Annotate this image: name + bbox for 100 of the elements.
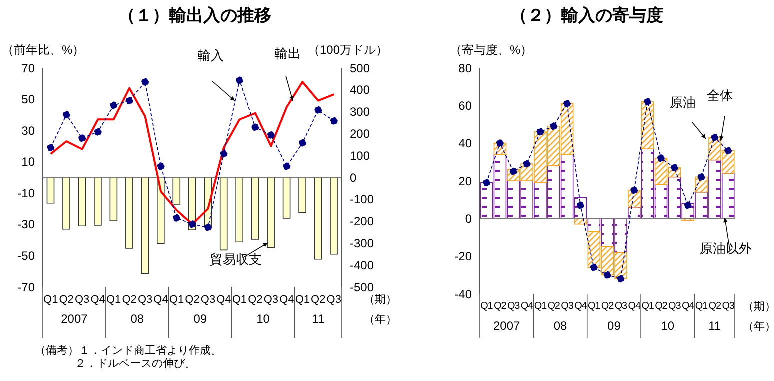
point [590, 264, 598, 272]
y2-tick-label: 300 [350, 105, 370, 120]
point [644, 98, 652, 106]
y2-tick-label: -500 [350, 280, 374, 294]
point [142, 78, 150, 86]
y2-tick-label: 0 [350, 170, 357, 185]
x-tick-label: Q2 [655, 301, 668, 312]
text: 11 [312, 312, 325, 326]
y2-tick-label: -300 [350, 236, 374, 250]
x-tick-label: Q3 [722, 301, 736, 312]
x-tick-label: Q1 [106, 294, 122, 306]
point [204, 224, 212, 232]
x-tick-label: Q1 [232, 294, 248, 306]
series-label: 貿易収支 [210, 252, 262, 267]
text: 10 [256, 312, 270, 326]
y2-tick-label: 500 [350, 61, 370, 76]
text: （期） [364, 294, 397, 306]
point [298, 139, 306, 147]
point [630, 186, 638, 194]
point [110, 102, 118, 110]
y-tick-label: 0 [465, 212, 472, 226]
y-axis-title: （前年比、%） [2, 42, 85, 59]
point [724, 147, 732, 155]
x-tick-label: Q1 [480, 301, 494, 312]
y-tick-label: -40 [454, 287, 472, 302]
point [173, 214, 181, 222]
y2-tick-label: -100 [350, 192, 374, 207]
point [563, 100, 571, 108]
point [47, 144, 55, 152]
y-tick-label: 20 [458, 174, 472, 188]
y-tick-label: 40 [458, 136, 472, 151]
point [617, 275, 625, 283]
x-tick-label: Q2 [548, 301, 561, 312]
point [670, 164, 678, 172]
text: 2007 [493, 319, 521, 333]
y-tick-label: 70 [22, 61, 36, 76]
y2-tick-label: -400 [350, 258, 374, 272]
x-tick-label: Q3 [326, 294, 342, 306]
x-tick-label: Q2 [185, 294, 200, 306]
point [711, 134, 719, 142]
bar [641, 102, 654, 150]
x-tick-label: Q3 [614, 301, 628, 312]
series-label: 輸入 [198, 48, 224, 63]
point [283, 162, 291, 170]
point [78, 134, 86, 142]
text: 09 [608, 319, 622, 333]
x-tick-label: Q1 [44, 294, 58, 306]
point [62, 111, 70, 119]
point [126, 97, 134, 105]
text: （年） [364, 314, 397, 326]
x-tick-label: Q4 [280, 294, 294, 306]
point [684, 202, 692, 210]
x-tick-label: Q2 [494, 301, 508, 312]
chart-title: （１）輸出入の推移 [118, 5, 272, 27]
y-tick-label: 60 [458, 98, 472, 113]
series-label: 原油以外 [700, 241, 752, 256]
x-tick-label: Q3 [138, 294, 153, 306]
y-tick-label: 80 [458, 61, 472, 76]
point [220, 150, 228, 158]
text: 11 [708, 319, 722, 333]
x-tick-label: Q2 [601, 301, 615, 312]
point [267, 132, 275, 140]
y2-tick-label: 100 [350, 148, 370, 163]
x-tick-label: Q3 [75, 294, 90, 306]
text: （年） [743, 321, 774, 333]
x-tick-label: Q2 [122, 294, 137, 306]
y-tick-label: -20 [454, 250, 472, 264]
y-tick-label: -30 [18, 218, 36, 232]
point [314, 106, 322, 114]
point [94, 128, 102, 136]
x-tick-label: Q3 [200, 294, 216, 306]
x-tick-label: Q3 [507, 301, 521, 312]
x-tick-label: Q1 [169, 294, 184, 306]
text: 全体 [707, 88, 733, 103]
text: 2007 [61, 312, 88, 326]
x-tick-label: Q2 [708, 301, 722, 312]
x-tick-label: Q4 [216, 294, 232, 306]
text: 10 [661, 319, 675, 333]
text: 08 [554, 319, 568, 333]
y-axis-title: （寄与度、%） [450, 42, 533, 59]
y2-tick-label: -200 [350, 214, 374, 229]
x-tick-label: Q4 [520, 301, 534, 312]
point [157, 162, 165, 170]
point [496, 140, 504, 148]
series-label: 原油 [670, 95, 696, 110]
point [604, 271, 612, 279]
text: 08 [130, 312, 144, 326]
point [236, 76, 244, 84]
x-tick-label: Q3 [264, 294, 279, 306]
point [550, 122, 558, 130]
y-tick-label: -70 [18, 280, 36, 294]
y-tick-label: -50 [18, 248, 36, 263]
point [252, 124, 260, 132]
text: ２．ドルベースの伸び。 [75, 356, 196, 371]
point [698, 173, 706, 181]
x-tick-label: Q2 [248, 294, 263, 306]
x-tick-label: Q2 [311, 294, 326, 306]
y-tick-label: 10 [22, 155, 36, 170]
text: （期） [743, 301, 774, 313]
text: 09 [194, 312, 208, 326]
